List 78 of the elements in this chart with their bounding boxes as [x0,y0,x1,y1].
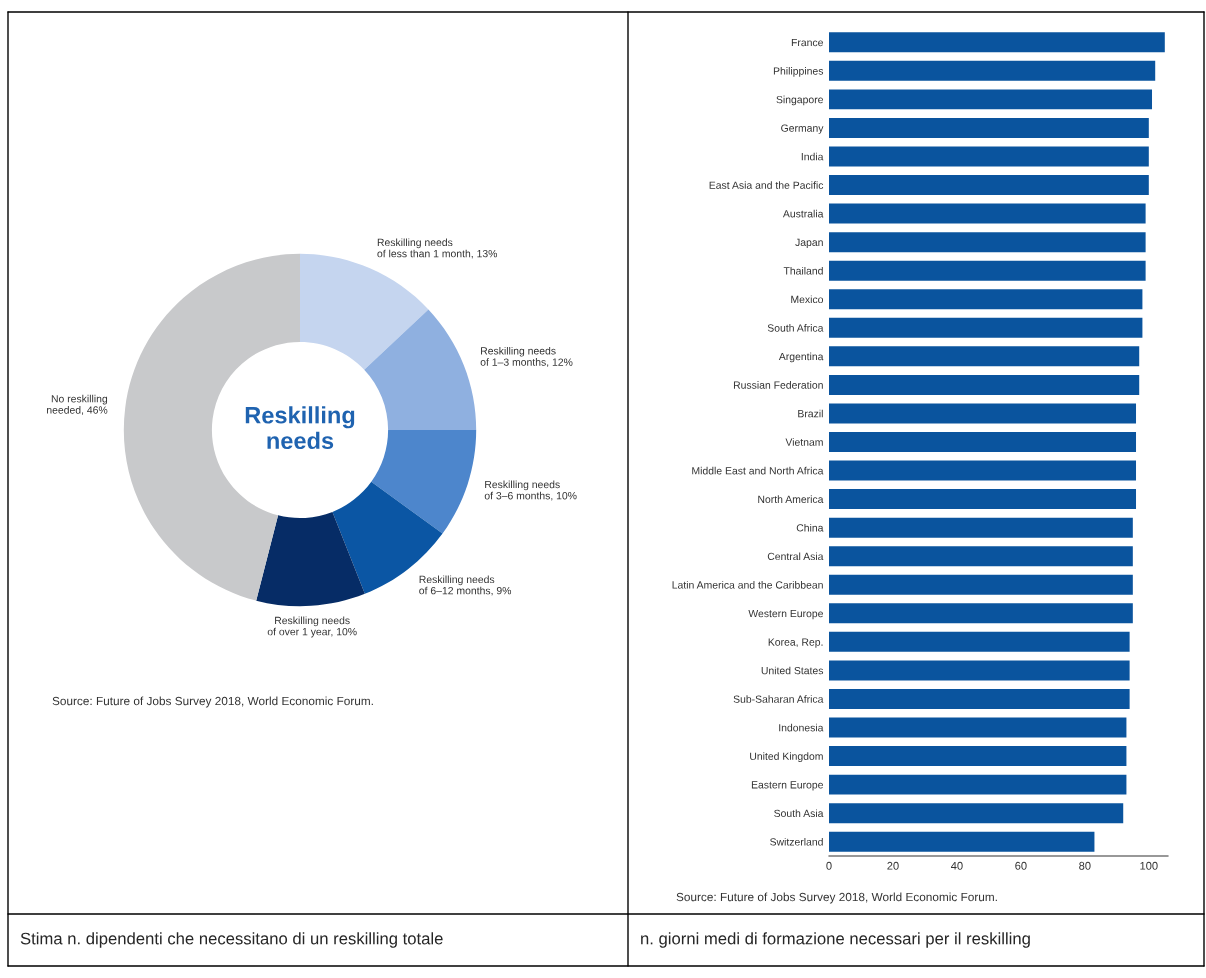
y-tick-label: United States [761,666,824,675]
y-tick-label: South Africa [767,324,824,332]
y-tick-label: Japan [795,238,823,249]
bar [829,660,1130,681]
bar [829,831,1095,852]
bar [829,117,1149,138]
donut-slice [364,309,477,430]
y-tick-label: Argentina [778,352,824,363]
bar [829,774,1127,795]
x-tick-label: 20 [887,861,899,870]
text: n. giorni medi di formazione necessari per il reskilling [641,932,1030,948]
y-tick-label: Switzerland [770,837,823,846]
bar [829,260,1146,281]
y-tick-label: Mexico [791,295,824,304]
y-tick-label: France [791,38,823,47]
bar [829,460,1137,481]
slice-label: Reskilling needs of 6–12 months, 9% [419,575,512,596]
bar [829,403,1137,424]
donut-slice [371,430,477,534]
bar [829,803,1124,824]
slice-label: Reskilling needs of less than 1 month, 13% [377,238,498,259]
slice-label: Reskilling needs of over 1 year, 10% [267,616,357,638]
y-tick-label: China [796,523,824,532]
bar [829,346,1140,367]
y-tick-label: North America [758,495,824,503]
y-tick-label: India [801,152,824,161]
bar [829,175,1149,196]
bar [829,89,1153,110]
y-tick-label: Russian Federation [733,381,823,389]
x-tick-label: 100 [1140,861,1158,870]
bar [829,203,1146,224]
y-tick-label: Eastern Europe [751,781,823,791]
y-tick-label: Australia [782,209,824,218]
bar [829,146,1149,167]
y-tick-label: Brazil [798,409,823,418]
bar [829,432,1137,452]
y-tick-label: United Kingdom [750,752,823,762]
y-tick-label: Latin America and the Caribbean [672,580,823,589]
source-note: Source: Future of Jobs Survey 2018, World Economic Forum. [52,696,373,708]
source-note: Source: Future of Jobs Survey 2018, World Economic Forum. [676,892,997,904]
bar [829,574,1133,595]
bar [829,546,1133,567]
y-tick-label: Korea, Rep. [768,638,823,648]
bar [829,289,1143,310]
bar [829,32,1165,53]
donut-slice [256,511,365,607]
y-tick-label: East Asia and the Pacific [709,181,824,189]
slice-label: Reskilling needs of 1–3 months, 12% [480,346,573,367]
bar [829,631,1130,652]
bar [829,60,1156,81]
bar [829,489,1137,510]
y-tick-label: Vietnam [785,438,823,446]
slice-label: No reskilling needed, 46% [47,394,108,415]
y-tick-label: Middle East and North Africa [692,466,824,475]
text: Stima n. dipendenti che necessitano di un reskilling totale [20,932,443,948]
y-tick-label: Indonesia [779,723,824,732]
bar [829,603,1133,624]
y-tick-label: Philippines [773,67,824,77]
x-tick-label: 80 [1079,861,1091,870]
bar [829,317,1143,338]
y-tick-label: Germany [781,124,824,134]
y-tick-label: Singapore [776,95,823,106]
y-tick-label: Central Asia [767,552,824,561]
bar [829,717,1127,738]
text: Reskilling needs [245,406,355,450]
x-tick-label: 40 [951,861,963,870]
x-tick-label: 60 [1015,861,1027,870]
slice-label: Reskilling needs of 3–6 months, 10% [484,480,577,501]
bar [829,374,1140,395]
y-tick-label: Sub-Saharan Africa [733,695,824,703]
bar [829,688,1130,709]
x-tick-label: 0 [826,861,832,870]
y-tick-label: Western Europe [748,609,823,620]
y-tick-label: South Asia [774,809,824,818]
bar [829,232,1146,253]
y-tick-label: Thailand [783,266,823,275]
bar [829,746,1127,767]
bar [829,517,1133,538]
